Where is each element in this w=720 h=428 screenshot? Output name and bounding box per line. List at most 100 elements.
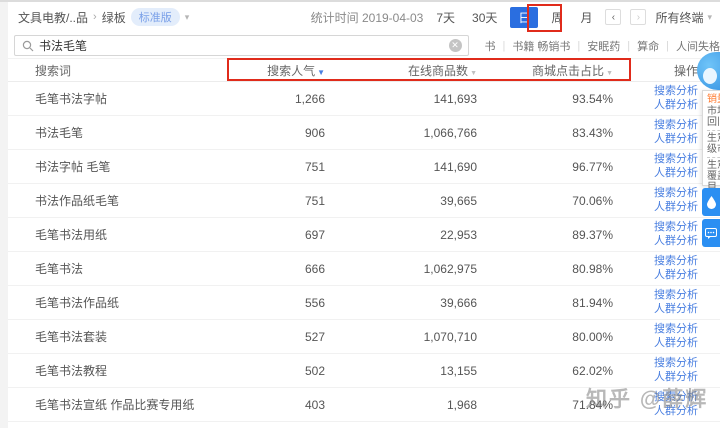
popularity-cell: 502 <box>304 363 325 378</box>
search-analysis-link[interactable]: 搜索分析 <box>654 323 698 335</box>
keyword-cell[interactable]: 毛笔书法教程 <box>35 364 108 378</box>
search-analysis-link[interactable]: 搜索分析 <box>654 119 698 131</box>
actions-cell: 搜索分析 人群分析 <box>613 119 720 146</box>
actions-cell: 搜索分析 人群分析 <box>613 85 720 112</box>
stat-time-text: 统计时间 <box>310 10 359 25</box>
click-ratio-cell: 80.98% <box>572 261 613 276</box>
clear-search-icon[interactable]: ✕ <box>448 39 462 52</box>
crowd-analysis-link[interactable]: 人群分析 <box>654 235 698 247</box>
table-row: 毛笔书法 666 1,062,975 80.98% 搜索分析 人群分析 <box>8 252 720 286</box>
search-analysis-link[interactable]: 搜索分析 <box>654 391 698 403</box>
prev-date-button[interactable]: ‹ <box>605 9 622 25</box>
header-popularity[interactable]: 搜索人气 ▼ <box>267 63 325 78</box>
products-cell: 1,062,975 <box>423 261 477 276</box>
search-analysis-link[interactable]: 搜索分析 <box>654 289 698 301</box>
breadcrumb-category[interactable]: 文具电教/..品 <box>18 10 89 25</box>
hot-word-separator: | <box>502 39 506 52</box>
products-cell: 39,666 <box>440 295 477 310</box>
products-cell: 1,066,766 <box>423 125 477 140</box>
header-actions: 操作 <box>673 63 698 78</box>
crowd-analysis-link[interactable]: 人群分析 <box>654 133 698 145</box>
search-analysis-link[interactable]: 搜索分析 <box>654 255 698 267</box>
keyword-cell[interactable]: 毛笔书法字帖 <box>35 92 108 106</box>
crowd-analysis-link[interactable]: 人群分析 <box>654 405 698 417</box>
popularity-cell: 403 <box>304 397 325 412</box>
range-month-button[interactable]: 月 <box>580 10 593 25</box>
popularity-cell: 751 <box>304 193 325 208</box>
hot-word[interactable]: 算命 <box>637 40 660 53</box>
crowd-analysis-link[interactable]: 人群分析 <box>654 201 698 213</box>
popularity-cell: 527 <box>304 329 325 344</box>
crowd-analysis-link[interactable]: 人群分析 <box>654 371 698 383</box>
keyword-cell[interactable]: 毛笔书法作品纸 <box>35 296 120 310</box>
products-cell: 1,070,710 <box>423 329 477 344</box>
range-day-button[interactable]: 日 <box>510 6 539 28</box>
chat-button[interactable] <box>702 219 720 247</box>
table-row: 毛笔书法套装 527 1,070,710 80.00% 搜索分析 人群分析 <box>8 320 720 354</box>
range-7d-button[interactable]: 7天 <box>436 10 456 25</box>
table-row: 毛笔书法教程 502 13,155 62.02% 搜索分析 人群分析 <box>8 354 720 388</box>
hot-word-separator: | <box>666 39 669 52</box>
products-cell: 141,693 <box>433 91 477 106</box>
popup-line: 级市 <box>707 144 720 155</box>
top-bar: 文具电教/..品 › 绿板 标准版 ▾ 统计时间 2019-04-03 7天 3… <box>8 2 720 32</box>
keyword-cell[interactable]: 毛笔书法套装 <box>35 330 108 344</box>
crowd-analysis-link[interactable]: 人群分析 <box>654 167 698 179</box>
range-week-button[interactable]: 周 <box>551 10 564 25</box>
popup-line: 目 ? <box>707 182 720 193</box>
header-keyword: 搜索词 <box>35 63 72 78</box>
keyword-cell[interactable]: 书法毛笔 <box>35 126 84 140</box>
products-cell: 22,953 <box>440 227 477 242</box>
keyword-cell[interactable]: 书法作品纸毛笔 <box>35 194 120 208</box>
popup-line: 回旧 <box>707 117 720 128</box>
keyword-cell[interactable]: 书法字帖 毛笔 <box>35 160 111 174</box>
keyword-cell[interactable]: 毛笔书法用纸 <box>35 228 108 242</box>
hot-word[interactable]: 书籍 畅销书 <box>512 40 571 53</box>
terminal-filter-label: 所有终端 <box>655 10 704 25</box>
crowd-analysis-link[interactable]: 人群分析 <box>654 337 698 349</box>
search-analysis-link[interactable]: 搜索分析 <box>654 187 698 199</box>
hot-word[interactable]: 人间失格 <box>676 40 720 53</box>
table-row: 毛笔书法宣纸 作品比赛专用纸 403 1,968 71.84% 搜索分析 人群分… <box>8 388 720 422</box>
chevron-down-icon[interactable]: ▾ <box>184 11 190 22</box>
search-icon <box>22 40 34 51</box>
keyword-cell[interactable]: 毛笔书法 <box>35 262 84 276</box>
range-30d-button[interactable]: 30天 <box>472 10 498 25</box>
hot-word-separator: | <box>577 39 581 52</box>
table-row: 书法作品纸毛笔 751 39,665 70.06% 搜索分析 人群分析 <box>8 184 720 218</box>
feedback-button[interactable] <box>702 188 720 216</box>
table-row: 毛笔书法字帖 1,266 141,693 93.54% 搜索分析 人群分析 <box>8 82 720 116</box>
breadcrumb-separator: › <box>93 11 97 23</box>
mascot-icon[interactable] <box>697 52 720 90</box>
chevron-down-icon: ▾ <box>707 11 712 22</box>
search-box: ✕ <box>14 35 469 56</box>
sort-icon: ▼ <box>470 69 477 77</box>
search-analysis-link[interactable]: 搜索分析 <box>654 85 698 97</box>
table-row: 书法毛笔 906 1,066,766 83.43% 搜索分析 人群分析 <box>8 116 720 150</box>
crowd-analysis-link[interactable]: 人群分析 <box>654 303 698 315</box>
actions-cell: 搜索分析 人群分析 <box>613 391 720 418</box>
terminal-filter-dropdown[interactable]: 所有终端 ▾ <box>655 9 712 26</box>
header-click-ratio[interactable]: 商城点击占比 ▼ <box>532 63 613 78</box>
breadcrumb-current[interactable]: 绿板 <box>101 10 126 25</box>
click-ratio-cell: 81.94% <box>572 295 613 310</box>
table-header-row: 搜索词 搜索人气 ▼ 在线商品数 ▼ 商城点击占比 ▼ 操作 <box>8 58 720 82</box>
actions-cell: 搜索分析 人群分析 <box>613 221 720 248</box>
next-date-button[interactable]: › <box>630 9 647 25</box>
crowd-analysis-link[interactable]: 人群分析 <box>654 99 698 111</box>
dashed-divider <box>707 130 720 131</box>
chat-bubble-icon <box>705 227 717 239</box>
popularity-cell: 751 <box>304 159 325 174</box>
search-input[interactable] <box>39 37 449 54</box>
search-analysis-link[interactable]: 搜索分析 <box>654 153 698 165</box>
search-analysis-link[interactable]: 搜索分析 <box>654 221 698 233</box>
keyword-cell[interactable]: 毛笔书法宣纸 作品比赛专用纸 <box>35 398 195 412</box>
header-products[interactable]: 在线商品数 ▼ <box>408 63 477 78</box>
search-analysis-link[interactable]: 搜索分析 <box>654 357 698 369</box>
actions-cell: 搜索分析 人群分析 <box>613 153 720 180</box>
crowd-analysis-link[interactable]: 人群分析 <box>654 269 698 281</box>
hot-word[interactable]: 安眠药 <box>587 40 621 53</box>
hot-word[interactable]: 书 <box>484 40 496 53</box>
actions-cell: 搜索分析 人群分析 <box>613 289 720 316</box>
help-popup-panel: 销量 市场 回旧 生意 级市 生意 覆盖 目 ? <box>702 90 720 193</box>
